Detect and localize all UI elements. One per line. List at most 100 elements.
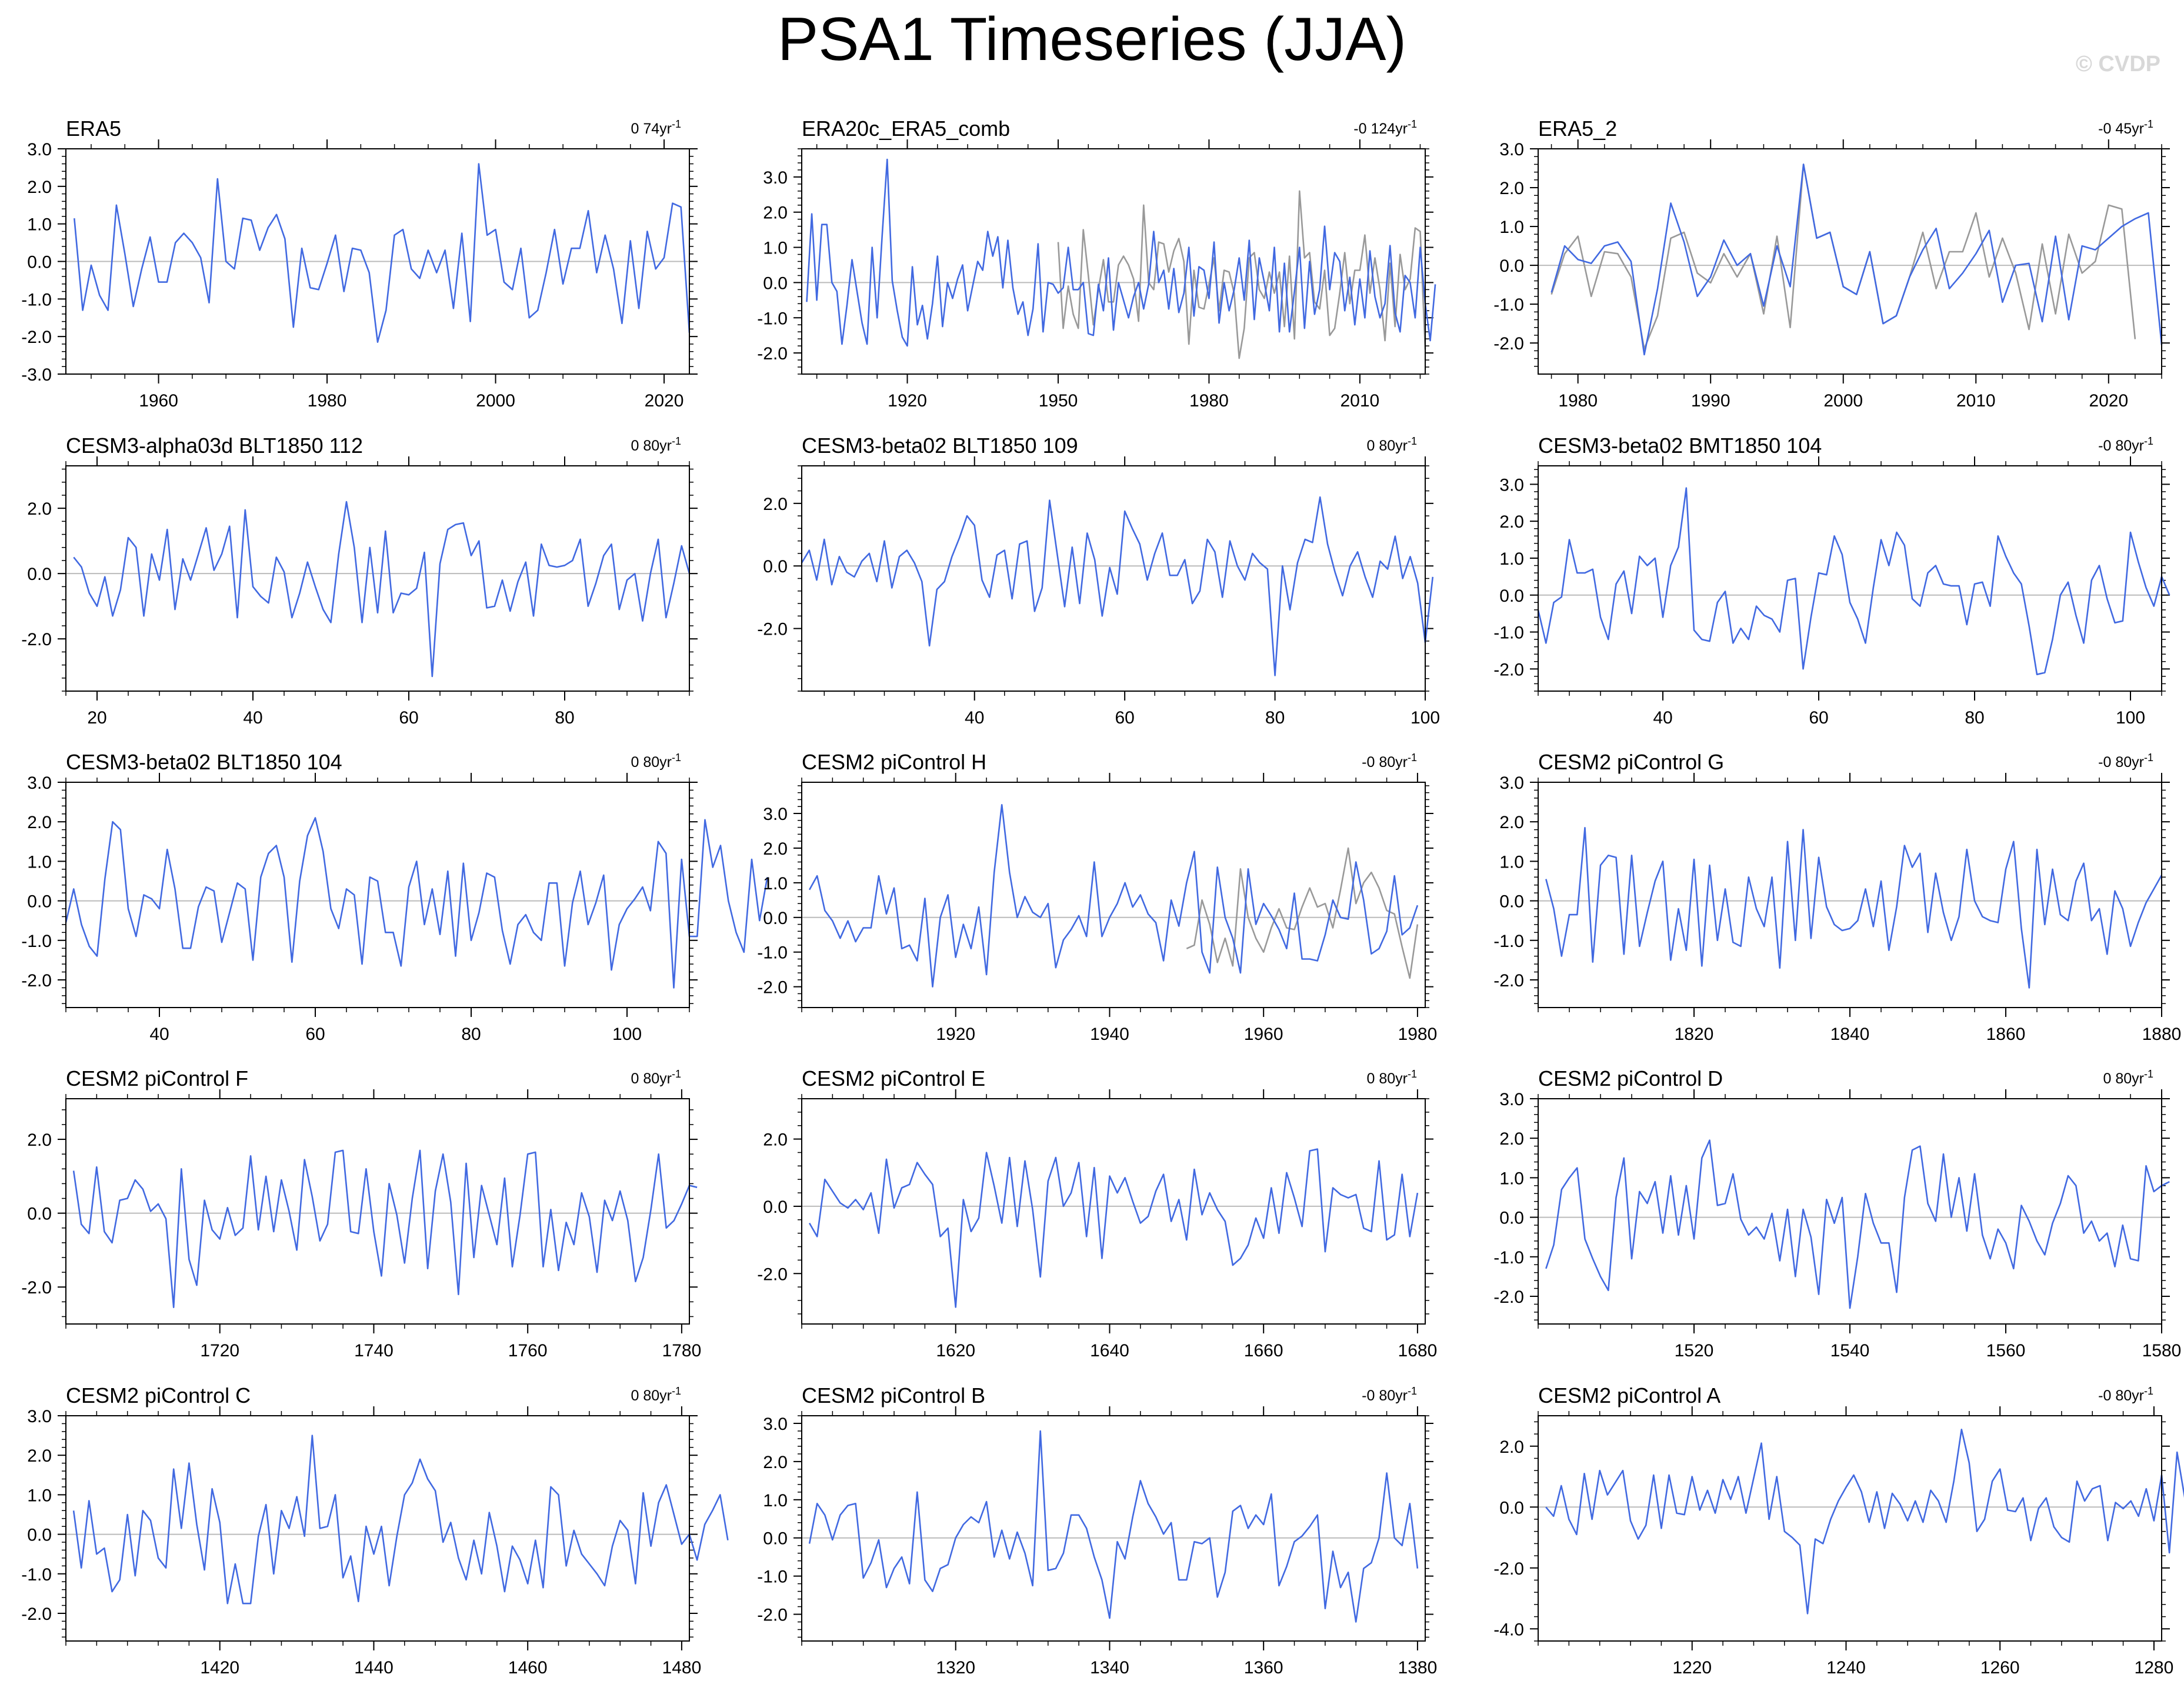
x-tick-label: 1820 [1675,1025,1714,1044]
series-line-primary [1537,487,2170,675]
y-tick-label: 0.0 [27,253,52,272]
x-tick-label: 2010 [1340,391,1379,411]
chart-title: CESM2 piControl A [1538,1383,1720,1408]
chart-title: ERA20c_ERA5_comb [802,116,1010,141]
trend-unit: -1 [672,435,681,447]
y-tick-label: 0.0 [763,1198,788,1217]
trend-label: -0 80yr-1 [2098,1385,2153,1404]
x-tick-label: 1240 [1826,1658,1866,1677]
y-tick-label: 1.0 [1499,218,1524,237]
y-tick-label: -3.0 [21,365,52,385]
y-tick-label: 2.0 [763,1453,788,1472]
y-tick-label: 1.0 [763,239,788,258]
x-tick-label: 1840 [1830,1025,1870,1044]
y-tick-label: 0.0 [1499,586,1524,606]
trend-label: 0 80yr-1 [631,1385,682,1404]
y-tick-label: 0.0 [27,1205,52,1224]
series-line-primary [1551,164,2163,356]
x-tick-label: 40 [1653,708,1672,728]
trend-label: 0 80yr-1 [2103,1068,2154,1087]
chart-title: CESM2 piControl F [66,1066,248,1090]
y-tick-label: 2.0 [27,499,52,519]
trend-label: 0 80yr-1 [631,752,682,771]
x-tick-label: 60 [305,1025,325,1044]
y-tick-label: 0.0 [1499,1209,1524,1228]
x-tick-label: 1940 [1090,1025,1129,1044]
trend-unit: -1 [1408,435,1417,447]
chart-title: CESM2 piControl D [1538,1066,1723,1090]
chart-panel-3: ERA5_2 -0 45yr-1 3.0 2.0 1.0 0.0 -1.0 -2.0 1980 1… [1493,116,2170,411]
chart-panel-4: CESM3-alpha03d BLT1850 112 0 80yr-1 2.0 0.0… [21,433,698,728]
series-line-primary [72,1435,729,1605]
y-tick-label: -2.0 [1493,334,1524,353]
trend-label: -0 80yr-1 [2098,752,2153,771]
y-tick-label: -2.0 [1493,660,1524,679]
y-tick-label: 3.0 [1499,140,1524,159]
y-tick-label: 0.0 [763,1529,788,1549]
main-title: PSA1 Timeseries (JJA) [777,5,1407,74]
chart-panel-2: ERA20c_ERA5_comb -0 124yr-1 3.0 2.0 1.0 0.0 -1… [757,116,1436,411]
x-tick-label: 2000 [476,391,515,411]
y-tick-label: -1.0 [757,1567,788,1587]
x-tick-label: 2020 [2089,391,2128,411]
chart-panel-8: CESM2 piControl H -0 80yr-1 3.0 2.0 1.0 0.0 -1… [757,750,1437,1044]
plot-frame [65,1098,690,1325]
plot-frame [65,1415,690,1642]
plot-frame [801,465,1426,692]
y-tick-label: 1.0 [763,1491,788,1510]
y-tick-label: 1.0 [27,852,52,872]
series-line-secondary [1057,190,1426,359]
y-tick-label: 3.0 [27,140,52,159]
chart-title: ERA5 [66,116,121,141]
x-tick-label: 1960 [139,391,178,411]
y-tick-label: 1.0 [1499,1169,1524,1188]
x-tick-label: 40 [149,1025,169,1044]
plot-frame [1538,148,2162,375]
x-tick-label: 1980 [308,391,347,411]
trend-unit: -1 [672,1068,681,1080]
y-tick-label: 0.0 [1499,256,1524,276]
series-line-primary [74,163,691,343]
trend-unit: -1 [1408,118,1417,130]
y-tick-label: -1.0 [1493,932,1524,951]
y-tick-label: -1.0 [1493,623,1524,643]
y-tick-label: -2.0 [21,1278,52,1298]
y-tick-label: 1.0 [1499,852,1524,872]
y-tick-label: 3.0 [1499,475,1524,495]
y-tick-label: 3.0 [27,773,52,793]
y-tick-label: -1.0 [1493,295,1524,315]
y-tick-label: 0.0 [763,274,788,293]
y-tick-label: 1.0 [1499,549,1524,569]
plot-frame [65,148,690,375]
x-tick-label: 1960 [1244,1025,1283,1044]
trend-unit: -1 [1408,1068,1417,1080]
y-tick-label: -2.0 [757,1265,788,1284]
trend-label: 0 74yr-1 [631,118,682,137]
x-tick-label: 80 [461,1025,481,1044]
y-tick-label: 1.0 [27,215,52,235]
trend-unit: -1 [2144,118,2153,130]
x-tick-label: 1980 [1189,391,1229,411]
x-tick-label: 1360 [1244,1658,1283,1677]
x-tick-label: 1860 [1986,1025,2026,1044]
y-tick-label: 3.0 [1499,773,1524,793]
plot-frame [1538,465,2162,692]
x-tick-label: 2000 [1823,391,1863,411]
y-tick-label: -1.0 [21,1565,52,1585]
x-tick-label: 1460 [508,1658,548,1677]
series-line-primary [808,804,1419,988]
y-tick-label: 0.0 [1499,892,1524,912]
trend-label: -0 80yr-1 [2098,435,2153,454]
chart-panel-14: CESM2 piControl B -0 80yr-1 3.0 2.0 1.0 0.0 -1… [757,1383,1437,1677]
chart-panel-9: CESM2 piControl G -0 80yr-1 3.0 2.0 1.0 0.0 -1… [1493,750,2181,1044]
y-tick-label: 3.0 [1499,1090,1524,1109]
y-tick-label: 1.0 [763,874,788,893]
trend-unit: -1 [1408,752,1417,763]
x-tick-label: 1760 [508,1341,548,1360]
y-tick-label: -2.0 [757,978,788,998]
x-tick-label: 20 [87,708,106,728]
x-tick-label: 1560 [1986,1341,2026,1360]
y-tick-label: 2.0 [1499,813,1524,832]
y-tick-label: -1.0 [21,932,52,951]
series-line-primary [1545,827,2163,989]
